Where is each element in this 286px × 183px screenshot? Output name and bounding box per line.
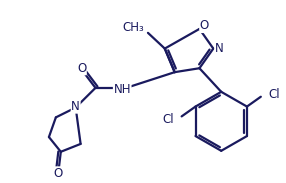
Text: Cl: Cl [269, 88, 280, 101]
Text: Cl: Cl [162, 113, 174, 126]
Text: N: N [71, 100, 80, 113]
Text: CH₃: CH₃ [122, 21, 144, 34]
Text: O: O [77, 62, 86, 75]
Text: O: O [200, 19, 209, 32]
Text: N: N [215, 42, 224, 55]
Text: O: O [53, 167, 62, 180]
Text: NH: NH [114, 83, 131, 96]
